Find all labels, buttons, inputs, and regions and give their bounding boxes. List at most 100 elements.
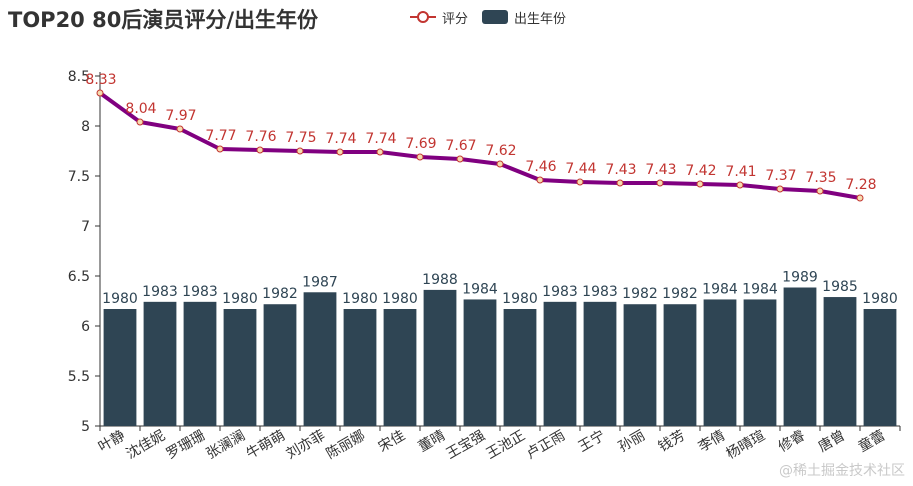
score-point (176, 125, 184, 133)
x-category-label: 王宝强 (444, 428, 488, 463)
score-point (336, 148, 344, 156)
y-tick-label: 6.5 (68, 269, 90, 285)
y-tick-label: 7 (81, 219, 90, 235)
legend-label-score: 评分 (442, 11, 469, 27)
bar-birth-year (103, 309, 137, 426)
bar-birth-year (663, 304, 697, 426)
score-point (456, 155, 464, 163)
score-point (136, 118, 144, 126)
score-value-label: 7.35 (805, 170, 836, 186)
score-point (576, 178, 584, 186)
score-point (776, 185, 784, 193)
legend-rect-icon (482, 10, 509, 24)
x-category-label: 沈佳妮 (124, 428, 168, 463)
bar-value-label: 1980 (342, 291, 378, 307)
x-category-label: 王池正 (484, 428, 528, 463)
x-category-label: 董晴 (416, 428, 448, 456)
bar-value-label: 1983 (182, 284, 218, 300)
score-value-label: 7.69 (405, 136, 436, 152)
score-value-label: 7.76 (245, 129, 276, 145)
bar-value-label: 1985 (822, 279, 858, 295)
score-point (296, 147, 304, 155)
watermark: @稀土掘金技术社区 (779, 463, 905, 479)
bar-birth-year (543, 301, 577, 426)
bar-birth-year (183, 301, 217, 426)
y-tick-label: 8 (81, 119, 90, 135)
bar-birth-year (503, 309, 537, 426)
x-category-label: 张澜澜 (204, 428, 248, 463)
score-point (496, 160, 504, 168)
score-value-label: 7.42 (685, 163, 716, 179)
bar-birth-year (743, 299, 777, 426)
bar-value-label: 1982 (662, 286, 698, 302)
score-point (616, 179, 624, 187)
score-line (98, 91, 861, 200)
bar-value-label: 1980 (222, 291, 258, 307)
score-point (416, 153, 424, 161)
x-category-label: 修睿 (776, 428, 808, 456)
x-category-label: 刘亦菲 (284, 428, 328, 463)
score-point (256, 146, 264, 154)
bar-birth-year (263, 304, 297, 426)
bar-value-label: 1980 (502, 291, 538, 307)
y-tick-label: 5 (81, 419, 90, 435)
x-category-label: 卢正雨 (524, 428, 568, 463)
x-category-label: 童蕾 (855, 427, 888, 456)
bar-birth-year (463, 299, 497, 426)
score-point (856, 194, 864, 202)
bar-value-label: 1989 (782, 270, 818, 286)
bar-value-label: 1980 (102, 291, 138, 307)
legend-item-score[interactable]: 评分 (410, 8, 468, 27)
score-value-label: 7.28 (845, 177, 876, 193)
x-category-label: 杨晴瑄 (724, 428, 768, 463)
score-point (656, 179, 664, 187)
bar-birth-year (343, 309, 377, 426)
score-value-label: 7.43 (645, 162, 676, 178)
score-value-label: 7.97 (165, 108, 196, 124)
bar-birth-year (863, 309, 897, 426)
x-category-label: 宋佳 (376, 428, 408, 456)
x-category-label: 李倩 (696, 428, 728, 456)
x-category-label: 牛萌萌 (244, 428, 288, 463)
bar-value-label: 1982 (262, 286, 298, 302)
score-point (696, 180, 704, 188)
score-point (736, 181, 744, 189)
score-value-label: 8.04 (125, 101, 156, 117)
score-value-label: 7.77 (205, 128, 236, 144)
score-value-label: 8.33 (85, 72, 116, 88)
legend-item-birth-year[interactable]: 出生年份 (482, 8, 566, 27)
bar-birth-year (823, 297, 857, 426)
bar-value-label: 1982 (622, 286, 658, 302)
bar-birth-year (623, 304, 657, 426)
legend-line-circle-icon (410, 11, 436, 23)
score-value-label: 7.75 (285, 130, 316, 146)
score-point (536, 176, 544, 184)
y-tick-label: 7.5 (68, 169, 90, 185)
bar-birth-year (423, 289, 457, 426)
x-category-label: 叶静 (96, 428, 128, 456)
bar-value-label: 1980 (862, 291, 898, 307)
x-category-label: 孙丽 (616, 428, 648, 456)
bar-birth-year (583, 301, 617, 426)
bar-value-label: 1984 (742, 281, 778, 297)
bar-value-label: 1987 (302, 274, 338, 290)
score-value-label: 7.46 (525, 159, 556, 175)
score-value-label: 7.74 (325, 131, 356, 147)
bar-birth-year (303, 292, 337, 426)
bar-birth-year (143, 301, 177, 426)
score-value-label: 7.43 (605, 162, 636, 178)
bar-value-label: 1984 (462, 281, 498, 297)
score-value-label: 7.67 (445, 138, 476, 154)
score-point (96, 89, 104, 97)
chart-title: TOP20 80后演员评分/出生年份 (8, 8, 318, 32)
x-category-label: 钱芳 (655, 427, 688, 456)
bar-birth-year (383, 309, 417, 426)
bar-birth-year (223, 309, 257, 426)
y-tick-label: 8.5 (68, 69, 90, 85)
legend[interactable]: 评分 出生年份 (410, 8, 566, 27)
legend-label-birth-year: 出生年份 (514, 11, 567, 27)
x-category-label: 陈丽娜 (323, 427, 368, 463)
bar-value-label: 1983 (582, 284, 618, 300)
score-value-label: 7.44 (565, 161, 596, 177)
